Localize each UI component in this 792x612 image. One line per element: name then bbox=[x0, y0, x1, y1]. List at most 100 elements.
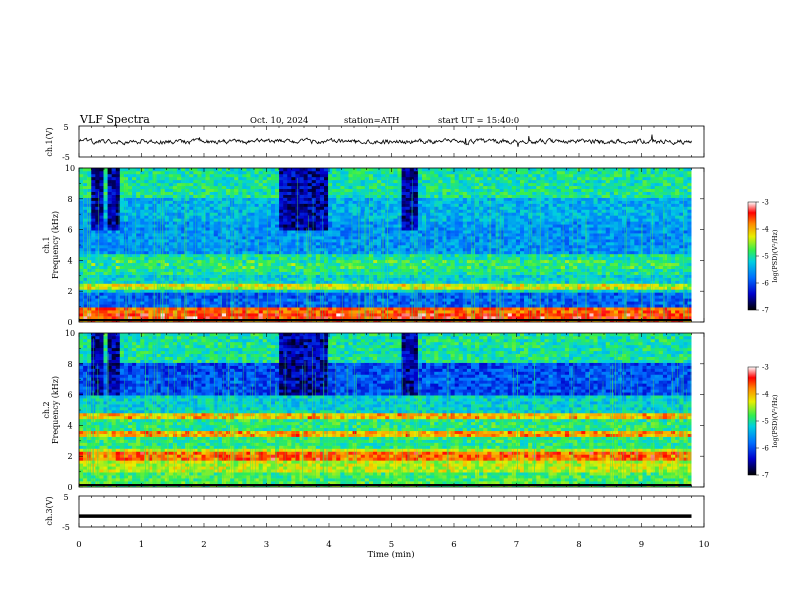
spectrogram-cell bbox=[266, 168, 272, 172]
spectrogram-cell bbox=[132, 310, 137, 314]
spectrogram-cell bbox=[181, 304, 186, 308]
spectrogram-cell bbox=[405, 224, 411, 228]
spectrogram-cell bbox=[279, 316, 284, 320]
spectrogram-cell bbox=[266, 239, 272, 243]
spectrogram-cell bbox=[132, 224, 137, 228]
spectrogram-cell bbox=[91, 245, 96, 249]
spectrogram-cell bbox=[209, 280, 215, 284]
spectrogram-cell bbox=[83, 277, 88, 281]
spectrogram-cell bbox=[217, 203, 223, 207]
spectrogram-cell bbox=[144, 212, 149, 216]
spectrogram-cell bbox=[266, 316, 272, 320]
spectrogram-cell bbox=[254, 212, 259, 216]
spectrogram-cell bbox=[164, 286, 170, 290]
spectrogram-cell bbox=[315, 310, 321, 314]
spectrogram-cell bbox=[315, 316, 321, 320]
spectrogram-cell bbox=[328, 227, 333, 231]
spectrogram-cell bbox=[144, 280, 149, 284]
spectrogram-cell bbox=[283, 280, 288, 284]
spectrogram-cell bbox=[426, 274, 431, 278]
spectrogram-cell bbox=[315, 218, 321, 222]
spectrogram-cell bbox=[454, 212, 460, 216]
spectrogram-cell bbox=[234, 316, 239, 320]
spectrogram-cell bbox=[454, 245, 460, 249]
spectrogram-cell bbox=[221, 289, 227, 293]
spectrogram-cell bbox=[234, 194, 239, 198]
spectrogram-cell bbox=[377, 253, 382, 258]
spectrogram-cell bbox=[344, 256, 349, 261]
spectrogram-cell bbox=[250, 310, 255, 314]
spectrogram-cell bbox=[119, 289, 125, 293]
spectrogram-cell bbox=[270, 316, 276, 320]
spectrogram-cell bbox=[258, 242, 264, 246]
spectrogram-cell bbox=[336, 295, 341, 299]
spectrogram-cell bbox=[107, 250, 112, 255]
spectrogram-cell bbox=[197, 215, 202, 219]
spectrogram-cell bbox=[246, 262, 251, 267]
spectrogram-cell bbox=[177, 298, 182, 302]
spectrogram-cell bbox=[446, 188, 451, 192]
spectrogram-cell bbox=[307, 280, 313, 284]
spectrogram-cell bbox=[230, 218, 235, 222]
spectrogram-cell bbox=[128, 239, 133, 243]
spectrogram-cell bbox=[458, 298, 464, 302]
spectrogram-cell bbox=[91, 310, 96, 314]
spectrogram-cell bbox=[205, 277, 210, 281]
spectrogram-cell bbox=[99, 316, 104, 320]
spectrogram-cell bbox=[164, 212, 170, 216]
spectrogram-cell bbox=[164, 185, 170, 190]
spectrogram-cell bbox=[336, 218, 341, 222]
spectrogram-cell bbox=[181, 221, 186, 225]
spectrogram-cell bbox=[324, 274, 329, 278]
spectrogram-cell bbox=[226, 173, 231, 178]
spectrogram-cell bbox=[95, 185, 100, 190]
spectrogram-cell bbox=[401, 259, 406, 264]
spectrogram-cell bbox=[209, 203, 215, 207]
spectrogram-cell bbox=[434, 170, 439, 175]
spectrogram-cell bbox=[189, 212, 194, 216]
spectrogram-cell bbox=[450, 256, 455, 261]
spectrogram-cell bbox=[250, 247, 255, 252]
spectrogram-cell bbox=[144, 259, 149, 264]
spectrogram-cell bbox=[307, 170, 313, 175]
spectrogram-cell bbox=[79, 236, 84, 240]
spectrogram-cell bbox=[189, 304, 194, 308]
spectrogram-cell bbox=[360, 209, 366, 213]
spectrogram-cell bbox=[389, 218, 394, 222]
spectrogram-cell bbox=[250, 212, 255, 216]
spectrogram-cell bbox=[144, 209, 149, 213]
spectrogram-cell bbox=[197, 259, 202, 264]
spectrogram-cell bbox=[226, 179, 231, 184]
spectrogram-cell bbox=[156, 265, 161, 269]
spectrogram-cell bbox=[99, 256, 104, 261]
spectrogram-cell bbox=[389, 274, 394, 278]
spectrogram-cell bbox=[315, 245, 321, 249]
spectrogram-cell bbox=[319, 256, 325, 261]
spectrogram-cell bbox=[262, 194, 268, 198]
spectrogram-cell bbox=[123, 259, 129, 264]
spectrogram-cell bbox=[279, 197, 284, 201]
spectrogram-cell bbox=[299, 289, 304, 293]
spectrogram-cell bbox=[132, 307, 137, 311]
spectrogram-cell bbox=[193, 182, 198, 187]
spectrogram-cell bbox=[283, 168, 288, 172]
spectrogram-cell bbox=[177, 310, 182, 314]
spectrogram-cell bbox=[189, 215, 194, 219]
spectrogram-cell bbox=[123, 230, 129, 234]
spectrogram-cell bbox=[413, 182, 419, 187]
spectrogram-cell bbox=[426, 250, 431, 255]
spectrogram-cell bbox=[144, 310, 149, 314]
spectrogram-cell bbox=[254, 253, 259, 258]
spectrogram-cell bbox=[226, 206, 231, 210]
spectrogram-cell bbox=[397, 239, 402, 243]
spectrogram-cell bbox=[368, 236, 374, 240]
spectrogram-cell bbox=[230, 277, 235, 281]
spectrogram-cell bbox=[336, 283, 341, 287]
spectrogram-cell bbox=[181, 212, 186, 216]
spectrogram-cell bbox=[319, 274, 325, 278]
spectrogram-cell bbox=[417, 215, 423, 219]
spectrogram-cell bbox=[99, 283, 104, 287]
spectrogram-cell bbox=[266, 307, 272, 311]
spectrogram-cell bbox=[413, 170, 419, 175]
spectrogram-cell bbox=[454, 239, 460, 243]
